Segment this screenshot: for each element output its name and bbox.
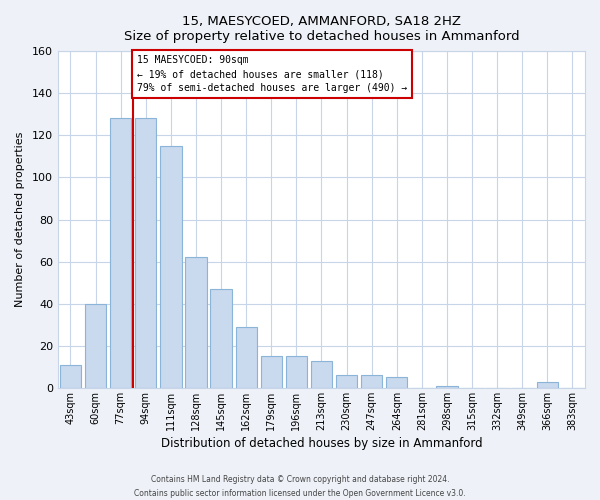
Bar	[536, 382, 558, 388]
Bar	[85, 304, 106, 388]
Bar	[135, 118, 157, 388]
Bar	[236, 327, 257, 388]
X-axis label: Distribution of detached houses by size in Ammanford: Distribution of detached houses by size …	[161, 437, 482, 450]
Bar	[336, 376, 357, 388]
Bar	[436, 386, 458, 388]
Bar	[211, 289, 232, 388]
Bar	[60, 364, 81, 388]
Bar	[185, 258, 206, 388]
Y-axis label: Number of detached properties: Number of detached properties	[15, 132, 25, 307]
Bar	[160, 146, 182, 388]
Text: 15 MAESYCOED: 90sqm
← 19% of detached houses are smaller (118)
79% of semi-detac: 15 MAESYCOED: 90sqm ← 19% of detached ho…	[137, 56, 407, 94]
Bar	[361, 376, 382, 388]
Bar	[260, 356, 282, 388]
Text: Contains HM Land Registry data © Crown copyright and database right 2024.
Contai: Contains HM Land Registry data © Crown c…	[134, 476, 466, 498]
Bar	[386, 378, 407, 388]
Title: 15, MAESYCOED, AMMANFORD, SA18 2HZ
Size of property relative to detached houses : 15, MAESYCOED, AMMANFORD, SA18 2HZ Size …	[124, 15, 519, 43]
Bar	[311, 360, 332, 388]
Bar	[110, 118, 131, 388]
Bar	[286, 356, 307, 388]
